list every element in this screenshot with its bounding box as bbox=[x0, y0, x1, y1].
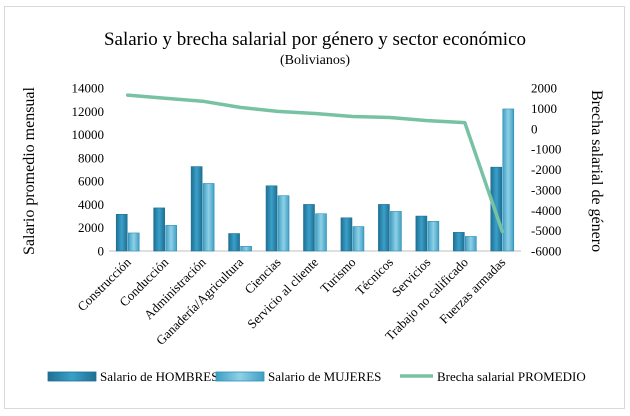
bar-women bbox=[277, 195, 290, 252]
bar-men bbox=[228, 233, 240, 252]
gap-line-series bbox=[125, 93, 505, 234]
bar-women bbox=[352, 226, 365, 252]
legend-item-men: Salario de HOMBRES bbox=[47, 369, 218, 384]
right-tick-label: -3000 bbox=[531, 182, 561, 197]
left-tick-label: 12000 bbox=[72, 104, 105, 119]
category-labels: ConstrucciónConducciónAdministraciónGana… bbox=[74, 254, 508, 348]
bar-men bbox=[453, 232, 465, 252]
left-tick-label: 10000 bbox=[72, 127, 105, 142]
left-tick-label: 4000 bbox=[78, 197, 104, 212]
bar-women bbox=[315, 213, 327, 252]
left-tick-label: 2000 bbox=[78, 220, 104, 235]
bar-women bbox=[240, 246, 252, 252]
bar-women bbox=[502, 108, 515, 252]
left-axis-ticks: 0 2000 4000 6000 8000 10000 12000 14000 bbox=[72, 81, 105, 259]
bar-men bbox=[340, 217, 353, 252]
category-label: Técnicos bbox=[352, 255, 396, 299]
category-label: Fuerzas armadas bbox=[436, 255, 508, 327]
y-axis-title: Salario promedio mensual bbox=[21, 86, 38, 255]
left-tick-label: 0 bbox=[98, 244, 105, 259]
right-tick-label: -1000 bbox=[531, 142, 561, 157]
right-tick-label: -4000 bbox=[531, 203, 561, 218]
legend-label-women: Salario de MUJERES bbox=[268, 369, 381, 384]
right-tick-label: 1000 bbox=[531, 101, 557, 116]
gap-line bbox=[125, 93, 505, 234]
bar-men bbox=[415, 215, 428, 252]
chart-title: Salario y brecha salarial por género y s… bbox=[104, 29, 526, 50]
bar-men bbox=[303, 204, 315, 252]
right-tick-label: -6000 bbox=[531, 244, 561, 259]
category-label: Turismo bbox=[317, 255, 358, 296]
bar-men bbox=[378, 204, 390, 252]
bar-women bbox=[165, 225, 177, 252]
bar-men bbox=[190, 166, 203, 252]
chart-frame: Salario y brecha salarial por género y s… bbox=[4, 6, 625, 409]
chart-subtitle: (Bolivianos) bbox=[280, 53, 350, 68]
right-tick-label: 0 bbox=[531, 121, 538, 136]
left-tick-label: 6000 bbox=[78, 174, 104, 189]
y2-axis-title: Brecha salarial de género bbox=[588, 90, 605, 252]
legend-item-women: Salario de MUJERES bbox=[215, 369, 381, 384]
legend-swatch-men bbox=[47, 371, 97, 382]
legend-item-gap: Brecha salarial PROMEDIO bbox=[400, 369, 586, 384]
right-tick-label: -2000 bbox=[531, 162, 561, 177]
bar-men bbox=[265, 185, 278, 252]
bar-women bbox=[202, 183, 215, 252]
right-tick-label: -5000 bbox=[531, 223, 561, 238]
legend-swatch-women bbox=[215, 371, 265, 382]
bar-women bbox=[427, 221, 440, 252]
right-tick-label: 2000 bbox=[531, 81, 557, 96]
chart: Salario y brecha salarial por género y s… bbox=[21, 29, 605, 384]
left-tick-label: 8000 bbox=[78, 150, 104, 165]
legend-label-gap: Brecha salarial PROMEDIO bbox=[437, 369, 586, 384]
legend: Salario de HOMBRES Salario de MUJERES Br… bbox=[47, 369, 586, 384]
bar-men bbox=[153, 207, 165, 252]
bar-men bbox=[115, 214, 128, 252]
bar-women bbox=[390, 211, 402, 252]
bar-women bbox=[127, 232, 140, 252]
bars bbox=[115, 108, 515, 252]
bar-women bbox=[465, 236, 477, 252]
left-tick-label: 14000 bbox=[72, 81, 105, 96]
right-axis-ticks: -6000 -5000 -4000 -3000 -2000 -1000 0 1000 2000 bbox=[531, 81, 561, 259]
legend-label-men: Salario de HOMBRES bbox=[100, 369, 218, 384]
